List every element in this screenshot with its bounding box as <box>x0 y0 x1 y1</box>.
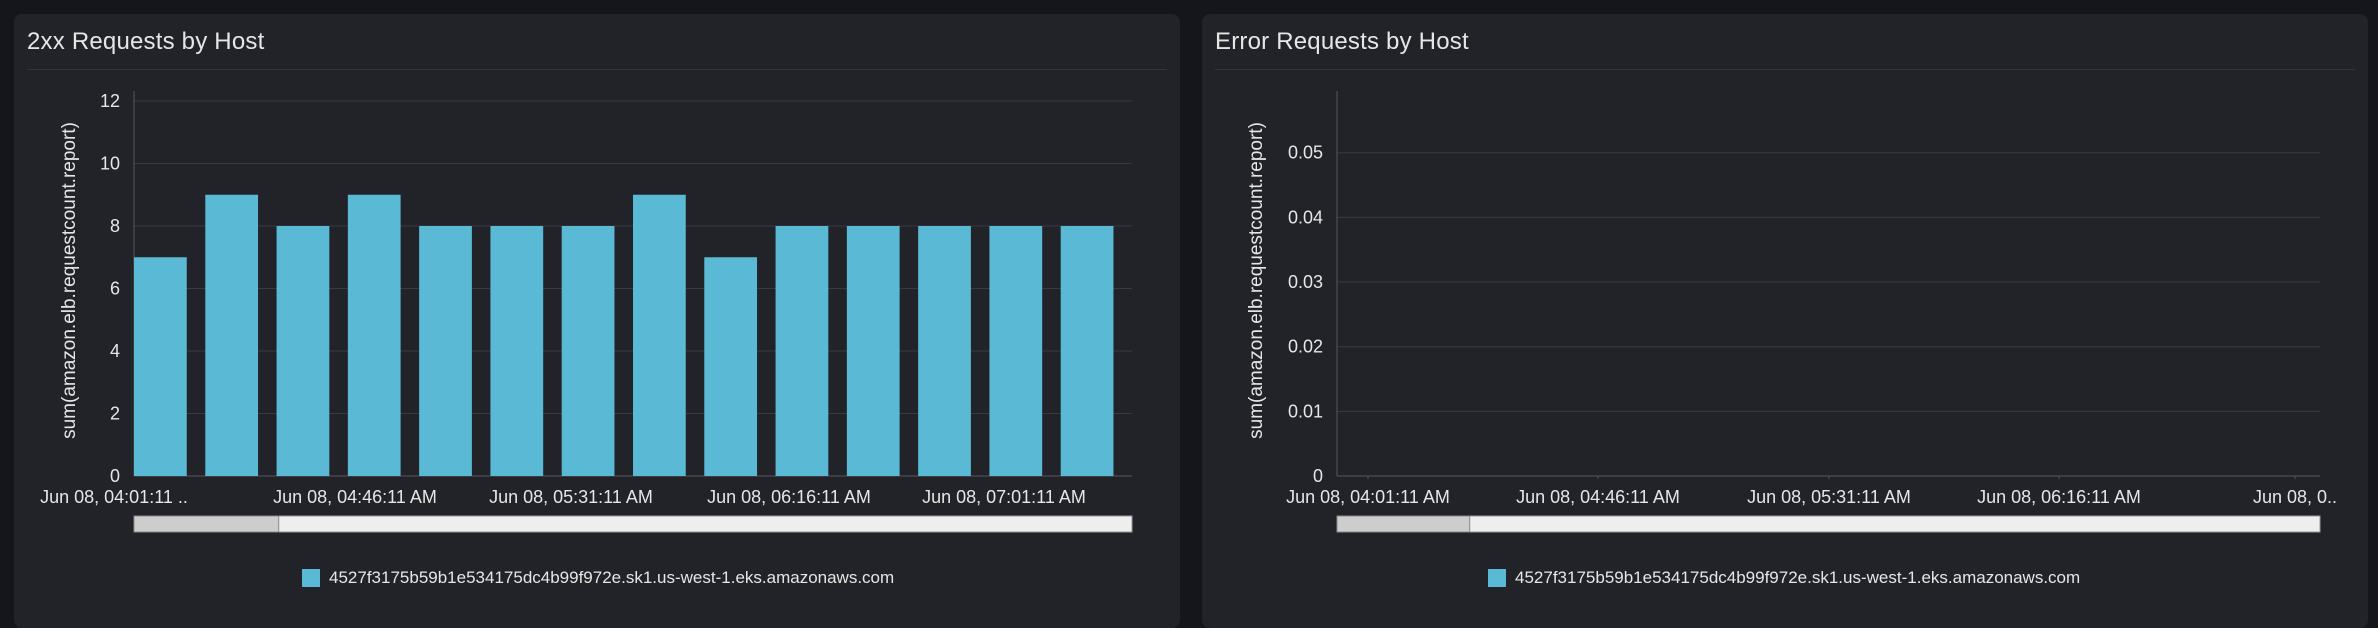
range-scrollbar-thumb[interactable] <box>133 515 280 533</box>
y-tick-label: 10 <box>100 154 120 174</box>
legend-swatch <box>302 569 320 587</box>
x-tick-label: Jun 08, 04:01:11 .. <box>40 487 188 507</box>
range-scrollbar-track[interactable] <box>1336 515 2321 533</box>
x-tick-label: Jun 08, 05:31:11 AM <box>489 487 653 507</box>
requests-2xx-bar-chart: 0 2 4 6 8 10 12 sum(amazon.elb.requestcount.rep… <box>40 91 1133 533</box>
legend-label: 4527f3175b59b1e534175dc4b99f972e.sk1.us-… <box>1515 568 2081 587</box>
y-tick-label: 8 <box>110 216 120 236</box>
panel-divider <box>27 69 1167 70</box>
bar[interactable] <box>633 194 686 476</box>
x-tick-label: Jun 08, 0.. <box>2253 487 2337 507</box>
x-tick-label: Jun 08, 05:31:11 AM <box>1747 487 1911 507</box>
y-axis-title: sum(amazon.elb.requestcount.report) <box>1246 122 1267 439</box>
bar[interactable] <box>205 194 259 476</box>
x-tick-label: Jun 08, 04:46:11 AM <box>273 487 437 507</box>
x-tick-label: Jun 08, 06:16:11 AM <box>707 487 871 507</box>
y-tick-label: 0.01 <box>1288 401 1323 421</box>
bar[interactable] <box>704 257 758 476</box>
y-tick-label: 4 <box>110 341 120 361</box>
y-axis-title: sum(amazon.elb.requestcount.report) <box>59 122 80 439</box>
range-scrollbar-track[interactable] <box>133 515 1133 533</box>
panel-divider <box>1215 69 2355 70</box>
y-tick-label: 0.02 <box>1288 337 1323 357</box>
y-tick-label: 6 <box>110 279 120 299</box>
bar[interactable] <box>490 226 544 476</box>
bar[interactable] <box>276 226 330 476</box>
x-tick-label: Jun 08, 04:01:11 AM <box>1286 487 1450 507</box>
y-tick-label: 0.03 <box>1288 272 1323 292</box>
x-tick-label: Jun 08, 06:16:11 AM <box>1977 487 2141 507</box>
chart-legend[interactable]: 4527f3175b59b1e534175dc4b99f972e.sk1.us-… <box>1488 568 2080 588</box>
bar[interactable] <box>561 226 615 476</box>
bar[interactable] <box>989 226 1043 476</box>
bar[interactable] <box>347 194 401 476</box>
y-tick-label: 0.04 <box>1288 207 1323 227</box>
bar[interactable] <box>846 226 900 476</box>
chart-legend[interactable]: 4527f3175b59b1e534175dc4b99f972e.sk1.us-… <box>302 568 894 588</box>
bar[interactable] <box>775 226 829 476</box>
y-tick-label: 2 <box>110 404 120 424</box>
bar[interactable] <box>918 226 971 476</box>
bar[interactable] <box>419 226 472 476</box>
error-requests-bar-chart: 0 0.01 0.02 0.03 0.04 0.05 sum(amazon.elb.requ… <box>1246 91 2337 533</box>
y-tick-label: 0.05 <box>1288 143 1323 163</box>
y-tick-label: 12 <box>100 91 120 111</box>
panel-title: Error Requests by Host <box>1215 28 1469 55</box>
panel-title: 2xx Requests by Host <box>27 28 265 55</box>
x-tick-label: Jun 08, 04:46:11 AM <box>1516 487 1680 507</box>
panel-2xx-requests: 2xx Requests by Host 0 2 4 6 8 10 12 sum(amazon… <box>14 14 1180 628</box>
bar[interactable] <box>134 257 187 476</box>
panel-error-requests: Error Requests by Host 0 0.01 0.02 0.03 0.04… <box>1202 14 2368 628</box>
legend-swatch <box>1488 569 1506 587</box>
range-scrollbar-thumb[interactable] <box>1336 515 1471 533</box>
bar[interactable] <box>1060 226 1114 476</box>
y-tick-label: 0 <box>110 466 120 486</box>
legend-label: 4527f3175b59b1e534175dc4b99f972e.sk1.us-… <box>329 568 895 587</box>
y-tick-label: 0 <box>1313 466 1323 486</box>
x-tick-label: Jun 08, 07:01:11 AM <box>922 487 1086 507</box>
